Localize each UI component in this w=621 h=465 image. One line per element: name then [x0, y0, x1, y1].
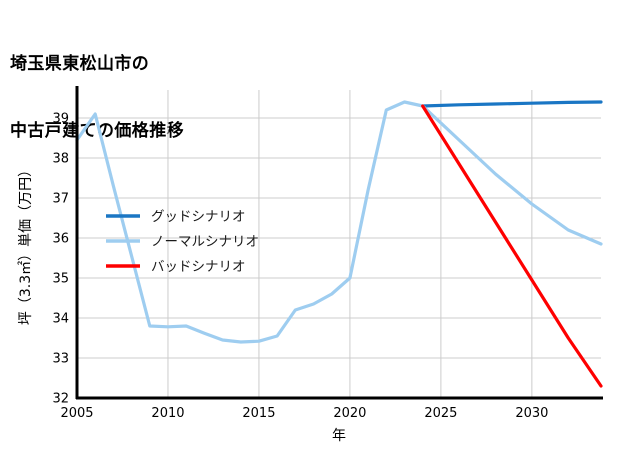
data-line-bad — [421, 104, 603, 388]
chart-title-line-1: 埼玉県東松山市の — [10, 53, 150, 73]
chart-title: 埼玉県東松山市の 中古戸建ての価格推移 — [10, 8, 184, 188]
y-tick-label: 38 — [52, 152, 69, 167]
y-tick-label: 34 — [52, 312, 69, 327]
data-series-group — [75, 100, 603, 388]
x-tick-label: 2030 — [515, 406, 548, 421]
y-axis-title: 坪（3.3㎡）単価（万円） — [18, 163, 34, 325]
legend-label: ノーマルシナリオ — [151, 234, 259, 250]
x-tick-label: 2020 — [333, 406, 366, 421]
x-tick-label: 2015 — [242, 406, 275, 421]
data-line-normal — [75, 100, 603, 344]
legend-label: グッドシナリオ — [151, 209, 246, 225]
gridlines-group — [77, 90, 601, 398]
y-tick-label: 32 — [52, 392, 69, 407]
axis-titles-group: 年 坪（3.3㎡）単価（万円） — [18, 163, 346, 444]
chart-title-line-2: 中古戸建ての価格推移 — [10, 121, 184, 141]
axes-group — [75, 86, 603, 400]
y-tick-label: 36 — [52, 232, 69, 247]
legend-label: バッドシナリオ — [151, 259, 246, 275]
y-tick-label: 33 — [52, 352, 69, 367]
x-axis-title: 年 — [332, 428, 346, 444]
tick-labels-group: 32 33 34 35 36 37 38 39 2005 2010 2015 2020 2025 2030 — [52, 112, 548, 422]
x-tick-label: 2010 — [151, 406, 184, 421]
y-tick-label: 39 — [52, 112, 69, 127]
x-tick-label: 2025 — [424, 406, 457, 421]
x-tick-label: 2005 — [60, 406, 93, 421]
data-line-good — [421, 100, 603, 108]
y-tick-label: 35 — [52, 272, 69, 287]
y-tick-label: 37 — [52, 192, 69, 207]
